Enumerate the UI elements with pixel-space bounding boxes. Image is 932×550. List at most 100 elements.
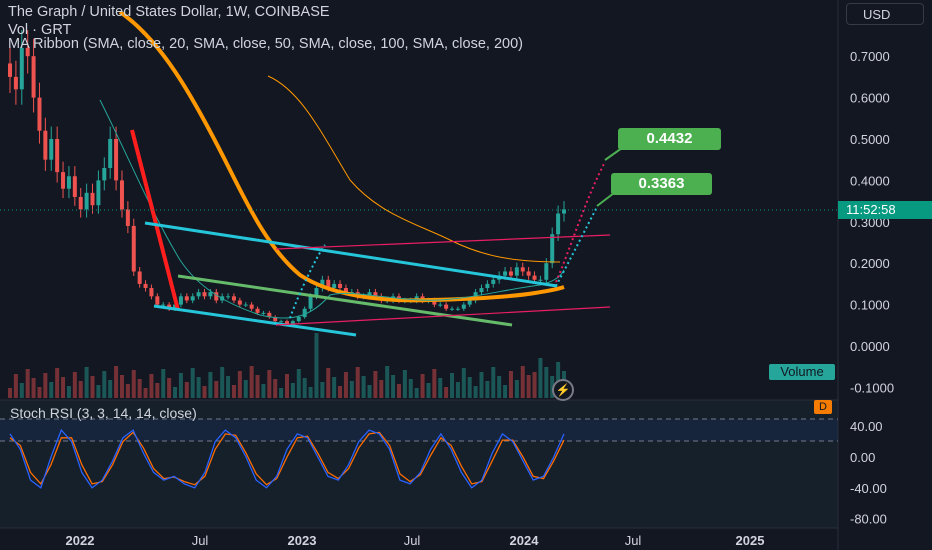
candle-body xyxy=(438,304,443,306)
price-tick-label: 0.6000 xyxy=(850,91,890,106)
price-tick-label: 0.5000 xyxy=(850,132,890,147)
candle-body xyxy=(155,296,160,305)
candle-body xyxy=(249,304,254,309)
volume-bar xyxy=(226,376,231,398)
stoch-rsi-pane[interactable] xyxy=(0,400,838,528)
volume-bar xyxy=(161,369,166,398)
stoch-rsi-legend[interactable]: Stoch RSI (3, 3, 14, 14, close) xyxy=(10,405,197,421)
volume-bar xyxy=(420,374,425,398)
volume-bar xyxy=(473,386,478,398)
volume-bar xyxy=(249,366,254,398)
candle-body xyxy=(208,292,213,297)
candle-body xyxy=(461,304,466,309)
time-axis[interactable]: 2022 Jul 2023 Jul 2024 Jul 2025 xyxy=(66,533,765,548)
volume-bar xyxy=(173,387,178,398)
candle-body xyxy=(19,47,24,90)
ma-ribbon-legend[interactable]: MA Ribbon (SMA, close, 20, SMA, close, 5… xyxy=(8,36,523,52)
volume-bar xyxy=(72,372,77,398)
time-tick-label: 2022 xyxy=(66,533,95,548)
stoch-axis[interactable]: 40.00 0.00 -40.00 -80.00 xyxy=(850,419,887,526)
candle-body xyxy=(184,296,189,301)
volume-bar xyxy=(520,366,525,398)
candles-layer xyxy=(8,30,566,327)
candle-body xyxy=(485,283,490,289)
currency-button[interactable]: USD xyxy=(846,3,924,25)
candle-body xyxy=(503,271,508,276)
candle-body xyxy=(55,139,60,173)
candle-body xyxy=(237,300,242,305)
volume-bar xyxy=(355,367,360,398)
symbol-legend[interactable]: The Graph / United States Dollar, 1W, CO… xyxy=(8,4,330,20)
last-price-badge: 11:52:58 xyxy=(838,201,932,219)
volume-legend[interactable]: Vol · GRT xyxy=(8,22,72,38)
price-tick-label: -0.1000 xyxy=(850,380,894,395)
volume-bar xyxy=(296,369,301,398)
candle-body xyxy=(508,271,513,276)
volume-bar xyxy=(373,371,378,398)
volume-bar xyxy=(432,369,437,398)
candle-body xyxy=(479,288,484,293)
volume-bar xyxy=(273,379,278,398)
candle-body xyxy=(326,279,331,289)
price-tick-label: 0.4000 xyxy=(850,173,890,188)
volume-bar xyxy=(237,371,242,398)
time-tick-label: 2025 xyxy=(736,533,765,548)
candle-body xyxy=(226,296,231,298)
candle-body xyxy=(190,296,195,301)
volume-bar xyxy=(178,373,183,398)
candle-body xyxy=(90,192,95,206)
candle-body xyxy=(49,139,54,160)
candle-body xyxy=(314,288,319,297)
stoch-d-badge: D xyxy=(814,400,832,414)
volume-bar xyxy=(167,378,172,398)
time-tick-label: Jul xyxy=(192,533,209,548)
target-upper-badge[interactable]: 0.4432 xyxy=(618,128,721,150)
volume-bar xyxy=(544,367,549,398)
volume-bar xyxy=(31,378,36,398)
candle-body xyxy=(143,283,148,289)
volume-bar xyxy=(526,375,531,398)
target-upper-pointer xyxy=(604,147,623,161)
volume-bar xyxy=(196,377,201,398)
volume-bar xyxy=(391,375,396,398)
candle-body xyxy=(114,139,119,181)
volume-bar xyxy=(479,372,484,398)
candle-body xyxy=(31,56,36,98)
lightning-icon[interactable]: ⚡ xyxy=(552,379,574,401)
price-tick-label: 0.2000 xyxy=(850,256,890,271)
volume-bar xyxy=(102,371,107,398)
stoch-tick-label: -40.00 xyxy=(850,481,887,496)
wedge-upper xyxy=(275,234,611,250)
price-axis[interactable]: 0.70000.60000.50000.40000.30000.20000.10… xyxy=(850,49,894,395)
price-pane[interactable] xyxy=(0,0,838,400)
volume-bar xyxy=(208,372,213,398)
candle-body xyxy=(178,296,183,305)
volume-bar xyxy=(508,371,513,398)
price-tick-label: 0.0000 xyxy=(850,339,890,354)
candle-body xyxy=(302,308,307,318)
volume-bar xyxy=(231,385,236,398)
projection-lower xyxy=(555,206,598,287)
candle-body xyxy=(332,283,337,289)
volume-bar xyxy=(261,384,266,398)
volume-bar xyxy=(149,374,154,398)
candle-body xyxy=(96,180,101,206)
price-tick-label: 0.1000 xyxy=(850,298,890,313)
volume-bar xyxy=(243,380,248,398)
volume-bar xyxy=(308,387,313,398)
sma-100-line xyxy=(118,10,565,303)
volume-bar xyxy=(332,377,337,398)
candle-body xyxy=(173,304,178,309)
channel-upper xyxy=(144,221,558,288)
candle-body xyxy=(261,312,266,314)
candle-body xyxy=(43,130,48,160)
volume-bar xyxy=(84,367,89,398)
target-lower-badge[interactable]: 0.3363 xyxy=(611,173,712,195)
candle-body xyxy=(373,292,378,297)
volume-bar xyxy=(137,379,142,398)
candle-body xyxy=(161,304,166,306)
candle-body xyxy=(444,304,449,309)
volume-bar xyxy=(349,381,354,398)
stoch-tick-label: 0.00 xyxy=(850,450,875,465)
